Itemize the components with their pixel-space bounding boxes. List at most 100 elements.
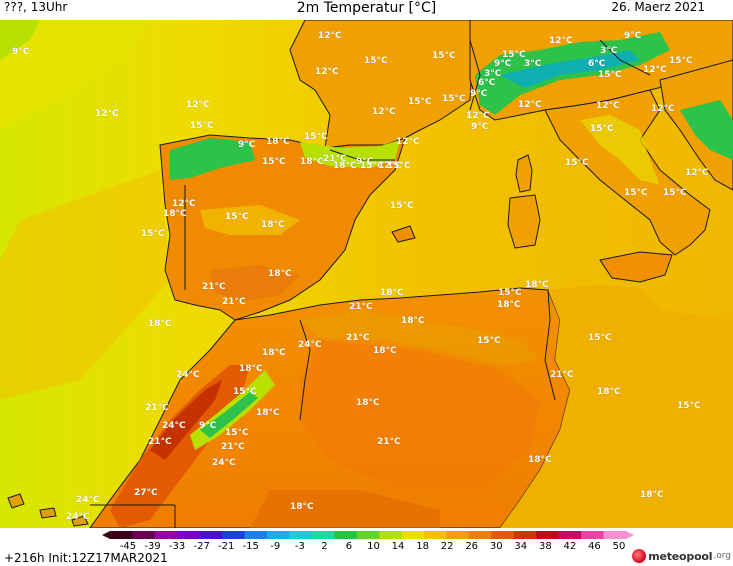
balkans-cold-zone	[680, 100, 733, 160]
colorbar-segment	[379, 531, 403, 539]
atlas-tell-zone	[300, 310, 540, 365]
temperature-label: 12°C	[549, 36, 573, 46]
colorbar-tick-label: 6	[345, 541, 353, 552]
temperature-label: 15°C	[502, 50, 526, 60]
temperature-label: 6°C	[588, 59, 606, 69]
temperature-label: 12°C	[378, 161, 402, 171]
temperature-label: 15°C	[364, 56, 388, 66]
apennines-cool-zone	[580, 115, 660, 185]
temperature-map: 9°C 12°C 12°C 15°C 15°C 12°C 9°C 15°C 3°C 3°C 6°C 3…	[0, 20, 733, 528]
temperature-label: 18°C	[163, 209, 187, 219]
colorbar-segment	[311, 531, 335, 539]
pyrenees-cool-zone	[300, 140, 400, 168]
temperature-label: 18°C	[373, 346, 397, 356]
colorbar-segment	[581, 531, 605, 539]
canary-island	[7, 493, 25, 509]
temperature-label: 21°C	[349, 302, 373, 312]
temperature-label: 9°C	[470, 89, 488, 99]
color-legend: -45 -39 -33 -27 -21 -15 -9 -3 2 6 10 14 18 22 26 30 34 38…	[0, 528, 733, 566]
temperature-label: 21°C	[323, 154, 347, 164]
map-header: ???, 13Uhr 2m Temperatur [°C] 26. Maerz …	[0, 0, 733, 20]
temperature-label: 21°C	[377, 437, 401, 447]
temperature-label: 9°C	[356, 157, 374, 167]
colorbar-segment	[356, 531, 380, 539]
temperature-label: 21°C	[550, 370, 574, 380]
high-atlas-cold-zone	[200, 392, 258, 438]
libya-region	[500, 285, 733, 528]
temperature-label: 9°C	[494, 59, 512, 69]
temperature-label: 15°C	[225, 212, 249, 222]
temperature-label: 24°C	[76, 495, 100, 505]
temperature-label: 18°C	[290, 502, 314, 512]
colorbar-tick-label: -9	[270, 541, 281, 552]
atlantic-cold-zone	[0, 20, 40, 60]
atlantic-cool-zone	[0, 20, 150, 130]
temperature-label: 15°C	[225, 428, 249, 438]
temperature-label: 18°C	[239, 364, 263, 374]
colorbar-tick-label: 30	[489, 541, 503, 552]
temperature-label: 24°C	[212, 458, 236, 468]
temperature-label: 18°C	[497, 300, 521, 310]
south-hot-zone	[250, 490, 440, 528]
colorbar-segment	[199, 531, 223, 539]
colorbar-tick-label: 34	[514, 541, 528, 552]
temperature-label: 15°C	[360, 161, 384, 171]
temperature-label: 18°C	[148, 319, 172, 329]
temperature-label: 18°C	[333, 161, 357, 171]
colorbar-arrow-low	[102, 531, 110, 539]
colorbar-tick-label: 46	[588, 541, 601, 552]
border-line	[329, 149, 395, 161]
canary-island	[71, 515, 89, 527]
temperature-label: 18°C	[261, 220, 285, 230]
colorbar-segment	[446, 531, 470, 539]
brand-logo: meteopool .org	[632, 546, 731, 566]
colorbar-segment	[154, 531, 178, 539]
balearics-land	[391, 225, 416, 243]
colorbar-segment	[267, 531, 290, 539]
temperature-label: 18°C	[300, 157, 324, 167]
temperature-label: 15°C	[387, 161, 411, 171]
temperature-label: 18°C	[262, 348, 286, 358]
colorbar-tick-label: -45	[119, 541, 137, 552]
colorbar-tick-label: 26	[465, 541, 479, 552]
temperature-label: 18°C	[528, 455, 552, 465]
colorbar-tick-label: -39	[144, 541, 161, 552]
alps-coldest-zone	[500, 50, 640, 88]
colorbar-segment	[132, 531, 156, 539]
colorbar-arrow-high	[626, 531, 634, 539]
temperature-label: 18°C	[268, 269, 292, 279]
temperature-label: 21°C	[346, 333, 370, 343]
sardinia-land	[507, 194, 541, 249]
temperature-label: 12°C	[172, 199, 196, 209]
border-line	[469, 39, 481, 111]
colorbar-tick-label: 18	[416, 541, 429, 552]
colorbar-segment	[177, 531, 201, 539]
temperature-label: 15°C	[663, 188, 687, 198]
temperature-label: 9°C	[12, 47, 30, 57]
colorbar-segment	[401, 531, 425, 539]
temperature-label: 12°C	[318, 31, 342, 41]
colorbar-tick-label: 2	[321, 541, 328, 552]
temperature-label: 12°C	[95, 109, 119, 119]
colorbar-segment	[289, 531, 313, 539]
temperature-label: 15°C	[677, 401, 701, 411]
temperature-label: 18°C	[525, 280, 549, 290]
temperature-label: 24°C	[176, 370, 200, 380]
temperature-label: 15°C	[141, 229, 165, 239]
temperature-label: 18°C	[401, 316, 425, 326]
colorbar-segment	[110, 531, 133, 539]
brand-name: meteopool	[648, 549, 713, 563]
map-canvas	[0, 20, 733, 528]
temperature-label: 18°C	[266, 137, 290, 147]
temperature-label: 3°C	[600, 46, 618, 56]
temperature-label: 9°C	[199, 421, 217, 431]
temperature-label: 6°C	[478, 78, 496, 88]
colorbar-tick-label: -3	[294, 541, 305, 552]
temperature-label: 12°C	[372, 107, 396, 117]
temperature-label: 15°C	[590, 124, 614, 134]
colorbar-tick-label: 10	[367, 541, 380, 552]
andalusia-warm-zone	[210, 265, 300, 302]
temperature-label: 24°C	[162, 421, 186, 431]
temperature-label: 18°C	[256, 408, 280, 418]
temperature-label: 12°C	[518, 100, 542, 110]
